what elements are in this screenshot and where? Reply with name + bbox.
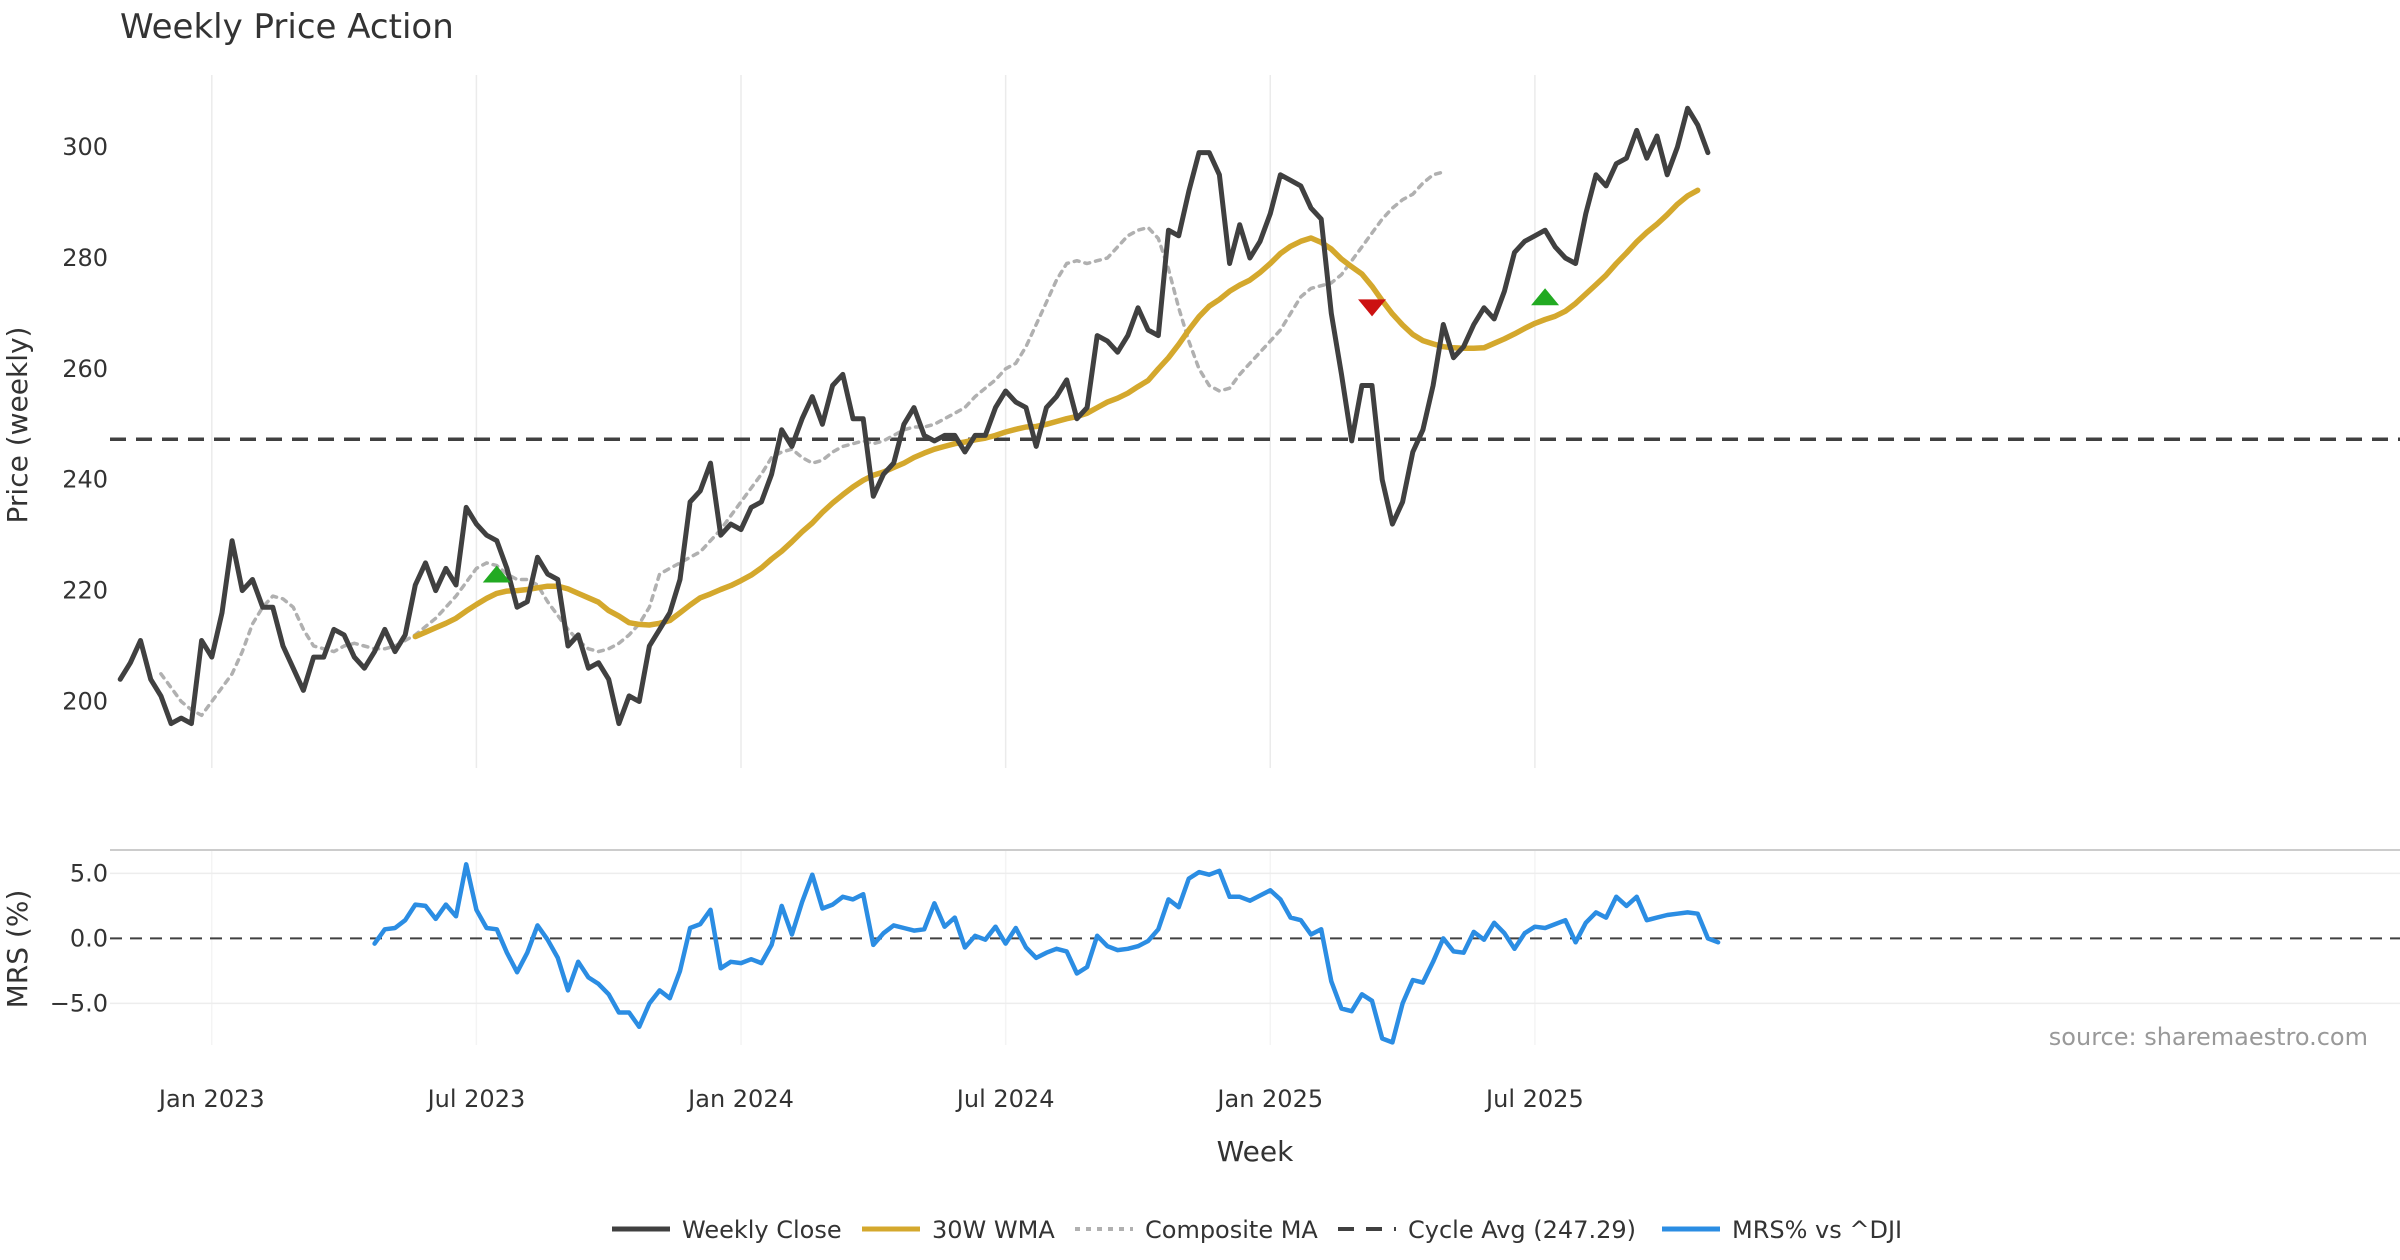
mrs-line: [372, 862, 1721, 1045]
price-y-tick-label: 260: [62, 355, 108, 383]
x-axis-ticks: Jan 2023 Jul 2023 Jan 2024 Jul 2024 Jan 2025…: [157, 1085, 1584, 1113]
x-tick-label: Jan 2025: [1215, 1085, 1323, 1113]
mrs-y-tick-label: −5.0: [50, 989, 108, 1017]
chart-title: Weekly Price Action: [120, 7, 454, 47]
x-axis-title: Week: [1217, 1135, 1294, 1168]
price-y-axis-title: Price (weekly): [1, 327, 34, 524]
legend-entry: 30W WMA: [862, 1216, 1055, 1244]
legend-entry: MRS% vs ^DJI: [1662, 1216, 1902, 1244]
buy-signal-marker: [482, 565, 511, 583]
grid-layer: [110, 75, 2400, 1045]
price-y-tick-label: 220: [62, 577, 108, 605]
x-tick-label: Jul 2023: [426, 1085, 526, 1113]
legend-label: Composite MA: [1145, 1216, 1318, 1244]
mrs-y-tick-label: 0.0: [70, 924, 108, 952]
legend-label: 30W WMA: [932, 1216, 1055, 1244]
source-label: source: sharemaestro.com: [2049, 1023, 2368, 1051]
legend: Weekly Close 30W WMA Composite MA Cycle Avg…: [612, 1216, 1902, 1244]
mrs-y-axis-title: MRS (%): [1, 890, 34, 1009]
price-y-tick-label: 300: [62, 133, 108, 161]
price-plot: 200 220 240 260 280 300: [62, 105, 2400, 727]
legend-entry: Cycle Avg (247.29): [1338, 1216, 1636, 1244]
legend-label: Weekly Close: [682, 1216, 842, 1244]
wma-30w-line: [412, 187, 1701, 640]
legend-label: Cycle Avg (247.29): [1408, 1216, 1636, 1244]
price-y-tick-label: 280: [62, 244, 108, 272]
legend-entry: Weekly Close: [612, 1216, 842, 1244]
x-tick-label: Jul 2024: [955, 1085, 1055, 1113]
x-tick-label: Jan 2024: [686, 1085, 794, 1113]
mrs-plot: −5.0 0.0 5.0: [50, 859, 2400, 1045]
legend-entry: Composite MA: [1075, 1216, 1318, 1244]
buy-signal-marker: [1531, 288, 1560, 306]
weekly-close-line: [117, 105, 1711, 727]
sell-signal-marker: [1358, 299, 1387, 317]
mrs-y-tick-label: 5.0: [70, 859, 108, 887]
price-y-tick-label: 240: [62, 466, 108, 494]
x-tick-label: Jul 2025: [1484, 1085, 1584, 1113]
legend-label: MRS% vs ^DJI: [1732, 1216, 1902, 1244]
x-tick-label: Jan 2023: [157, 1085, 265, 1113]
price-y-tick-label: 200: [62, 687, 108, 715]
